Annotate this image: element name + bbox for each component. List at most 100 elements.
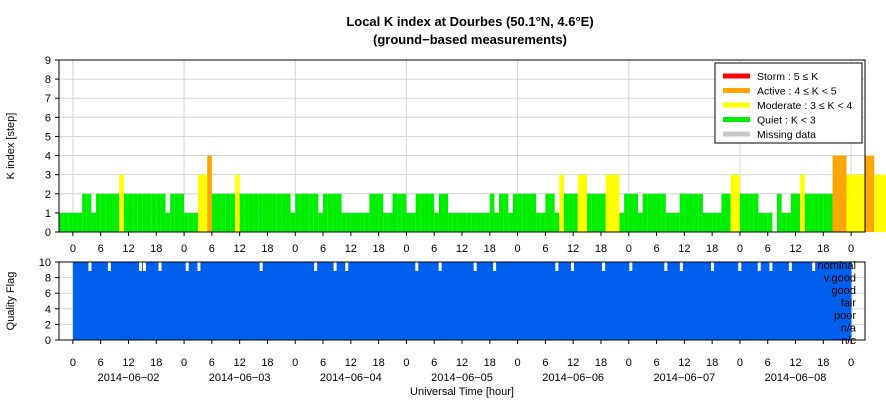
quality-bar <box>209 262 214 340</box>
kindex-bar <box>587 193 592 232</box>
quality-bar <box>434 262 440 340</box>
kindex-bar <box>438 193 444 232</box>
kindex-bar <box>248 193 254 232</box>
kindex-bar <box>86 193 92 232</box>
kindex-bar <box>434 212 439 232</box>
quality-bar <box>329 262 334 340</box>
kindex-bar <box>818 193 824 232</box>
quality-bar <box>559 262 564 340</box>
kindex-bar <box>383 212 388 232</box>
quality-bar <box>84 262 89 340</box>
quality-bar <box>773 262 778 340</box>
kindex-bar <box>688 193 694 232</box>
kindex-bar <box>397 193 402 232</box>
quality-bar <box>92 262 97 340</box>
x-axis-label: Universal Time [hour] <box>410 386 514 398</box>
quality-bar <box>72 262 78 340</box>
quality-bar <box>784 262 790 340</box>
kindex-bar <box>702 212 708 232</box>
quality-x-tick-label: 0 <box>403 357 409 369</box>
kindex-bar <box>624 193 629 232</box>
quality-bar <box>532 262 537 340</box>
quality-bar <box>115 262 120 340</box>
quality-bar <box>314 262 319 340</box>
quality-bar <box>80 262 85 340</box>
quality-bar <box>800 262 805 340</box>
kindex-bar <box>179 193 185 232</box>
quality-bar <box>174 262 179 340</box>
kindex-bar <box>726 193 731 232</box>
quality-bar <box>609 262 615 340</box>
kindex-bar <box>739 193 745 232</box>
quality-bar <box>679 262 685 340</box>
quality-bar <box>500 262 506 340</box>
kindex-bar <box>665 212 671 232</box>
quality-gap <box>139 262 143 271</box>
quality-bar <box>286 262 292 340</box>
quality-bar <box>672 262 677 340</box>
quality-bar <box>333 262 338 340</box>
kindex-x-tick-label: 12 <box>456 243 468 255</box>
kindex-bar <box>378 193 384 232</box>
kindex-bar <box>651 193 657 232</box>
kindex-bar <box>494 212 500 232</box>
kindex-bar <box>160 193 166 232</box>
quality-bar <box>100 262 105 340</box>
kindex-bar <box>610 174 615 232</box>
kindex-bar <box>184 212 189 232</box>
quality-gap <box>711 262 715 271</box>
quality-bar <box>823 262 829 340</box>
quality-bar <box>205 262 210 340</box>
kindex-bar <box>253 193 259 232</box>
kindex-bar <box>670 212 676 232</box>
quality-gap <box>142 262 146 271</box>
kindex-bar <box>281 193 286 232</box>
kindex-bar <box>197 174 203 232</box>
quality-bar <box>757 262 763 340</box>
kindex-bar <box>299 193 305 232</box>
kindex-bar <box>462 212 467 232</box>
legend-label: Missing data <box>757 129 816 141</box>
kindex-x-tick-label: 0 <box>515 243 521 255</box>
kindex-bar <box>563 193 569 232</box>
quality-bar <box>442 262 447 340</box>
quality-bar <box>812 262 817 340</box>
quality-date-label: 2014−06−03 <box>209 372 271 384</box>
quality-bar <box>111 262 117 340</box>
quality-x-tick-label: 6 <box>320 357 326 369</box>
quality-x-tick-label: 12 <box>456 357 468 369</box>
kindex-x-tick-label: 0 <box>292 243 298 255</box>
kindex-bar <box>869 155 875 232</box>
quality-bar <box>563 262 568 340</box>
kindex-bar <box>730 174 736 232</box>
kindex-bar <box>68 212 73 232</box>
quality-bar <box>302 262 307 340</box>
quality-gap <box>555 262 559 271</box>
quality-x-ticks: 0 6 12 18 0 6 12 18 0 6 12 18 0 6 12 18 0 6 12 18 0 6 12 18 0 6 12… <box>70 340 854 369</box>
quality-bar <box>376 262 381 340</box>
quality-gap <box>679 262 683 271</box>
kindex-bar <box>411 212 416 232</box>
quality-bar <box>407 262 412 340</box>
kindex-x-tick-label: 0 <box>181 243 187 255</box>
kindex-bar <box>373 193 379 232</box>
quality-x-tick-label: 6 <box>98 357 104 369</box>
quality-bar <box>298 262 303 340</box>
quality-bar <box>96 262 101 340</box>
kindex-bar <box>156 193 161 232</box>
quality-bar <box>827 262 833 340</box>
quality-bar <box>648 262 654 340</box>
quality-gap <box>259 262 263 271</box>
quality-x-tick-label: 6 <box>209 357 215 369</box>
quality-bar <box>232 262 237 340</box>
kindex-bar <box>749 193 754 232</box>
kindex-x-tick-label: 6 <box>431 243 437 255</box>
quality-bar <box>539 262 545 340</box>
quality-bar <box>197 262 202 340</box>
kindex-bar <box>832 155 838 232</box>
kindex-x-tick-label: 0 <box>737 243 743 255</box>
kindex-x-tick-label: 12 <box>678 243 690 255</box>
quality-gap <box>415 262 419 271</box>
quality-x-tick-label: 6 <box>542 357 548 369</box>
